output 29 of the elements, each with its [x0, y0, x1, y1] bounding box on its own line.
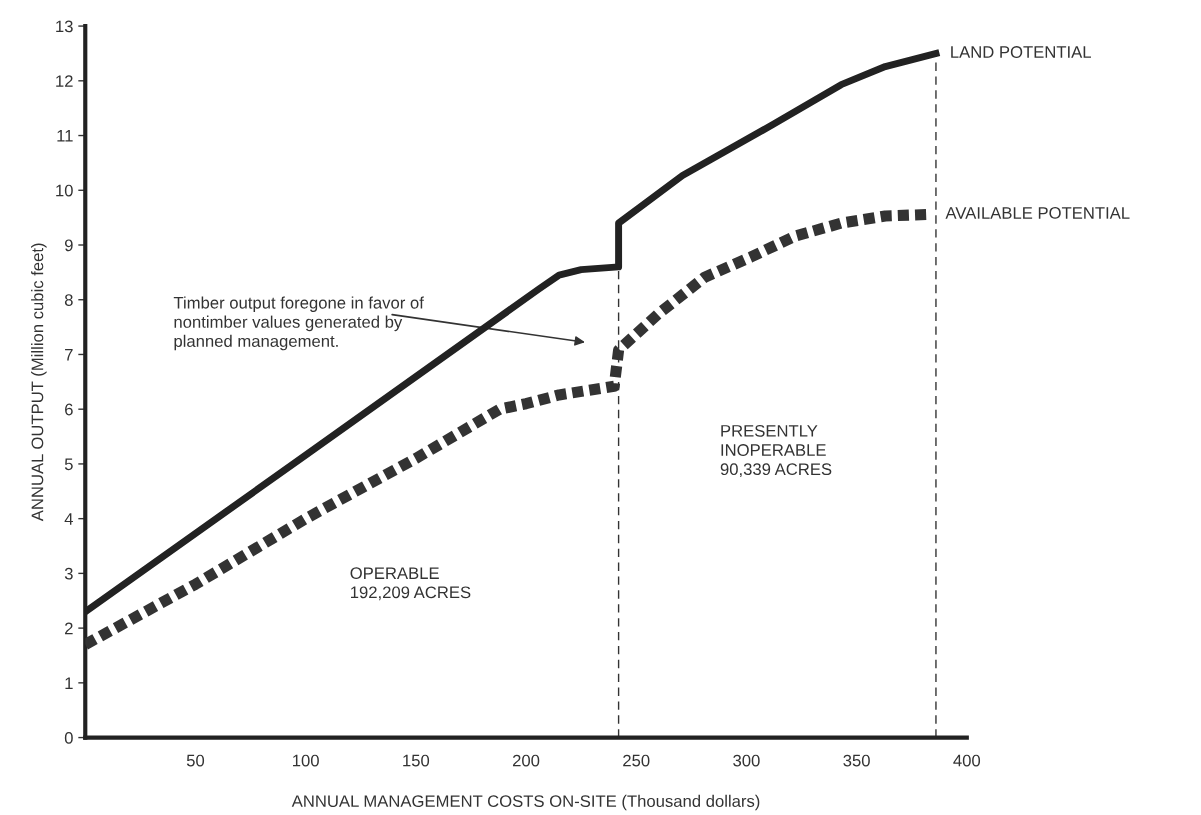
- x-tick-label: 250: [623, 754, 650, 767]
- y-tick-label: 7: [65, 349, 73, 361]
- x-tick-label: 200: [512, 754, 540, 767]
- x-tick-label: 350: [843, 754, 870, 767]
- y-tick-label: 0: [64, 731, 73, 744]
- series-label: AVAILABLE POTENTIAL: [945, 207, 1130, 219]
- y-tick-label: 4: [64, 513, 73, 525]
- y-tick-label: 11: [57, 130, 73, 142]
- x-tick-label: 300: [733, 754, 760, 767]
- y-tick-label: 13: [56, 20, 73, 33]
- x-tick-label: 150: [403, 754, 430, 767]
- x-tick-label: 400: [953, 754, 981, 767]
- y-tick-label: 1: [65, 677, 73, 689]
- y-tick-label: 8: [64, 294, 73, 306]
- annotation: Timber output foregone in favor of nontimber values generated by planned management.: [173, 296, 424, 351]
- x-tick-label: 100: [293, 754, 319, 767]
- y-tick-label: 3: [64, 567, 73, 580]
- y-tick-label: 12: [56, 75, 73, 87]
- x-tick-label: 50: [186, 754, 205, 767]
- y-tick-label: 5: [64, 458, 73, 471]
- y-axis-title: ANNUAL OUTPUT (Million cubic feet): [31, 243, 47, 522]
- y-tick-label: 9: [64, 239, 73, 252]
- y-tick-label: 2: [65, 622, 73, 635]
- y-tick-label: 10: [56, 184, 73, 197]
- series-label: LAND POTENTIAL: [951, 46, 1091, 58]
- annotation: OPERABLE 192,209 ACRES: [350, 567, 471, 601]
- y-tick-label: 6: [65, 403, 73, 416]
- annotation: PRESENTLY INOPERABLE 90,339 ACRES: [720, 424, 832, 478]
- x-axis-title: ANNUAL MANAGEMENT COSTS ON-SITE (Thousand dollars): [291, 794, 760, 811]
